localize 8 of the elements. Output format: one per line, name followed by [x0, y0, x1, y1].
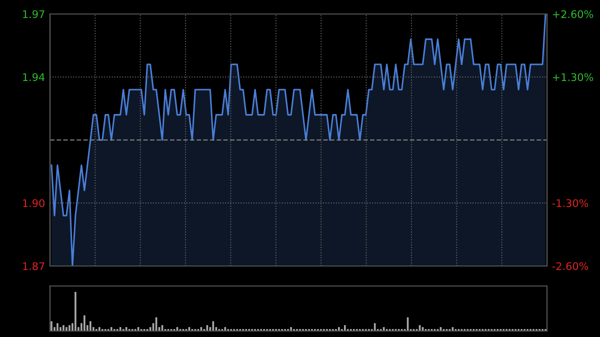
- y2-tick-label: -1.30%: [552, 199, 588, 208]
- y-tick-label: 1.87: [23, 262, 44, 270]
- y-tick-label: 1.94: [23, 73, 45, 82]
- y2-tick-label: +2.60%: [552, 10, 594, 18]
- y-tick-label: 1.97: [23, 10, 44, 18]
- y2-tick-label: -2.60%: [552, 262, 588, 270]
- y2-tick-label: +1.30%: [552, 73, 594, 82]
- y-tick-label: 1.90: [23, 199, 44, 208]
